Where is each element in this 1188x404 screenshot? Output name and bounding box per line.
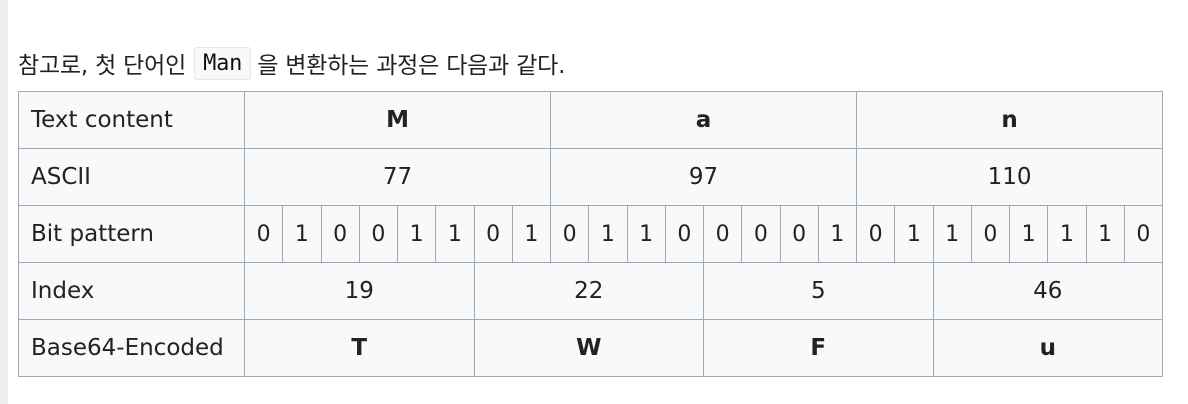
bit-cell: 0 <box>550 205 590 263</box>
bit-cell: 0 <box>358 205 399 263</box>
bit-cell: 0 <box>243 205 284 263</box>
bit-cell: 0 <box>320 205 360 263</box>
bit-cell: 0 <box>703 205 743 263</box>
bit-cell: 1 <box>817 205 858 263</box>
intro-text-after: 을 변환하는 과정은 다음과 같다. <box>257 53 566 79</box>
code-man: Man <box>194 46 252 80</box>
row-label-index: Index <box>18 262 245 320</box>
ascii-cell: 77 <box>243 148 552 206</box>
intro-sentence: 참고로, 첫 단어인 Man 을 변환하는 과정은 다음과 같다. <box>18 41 565 85</box>
index-cell: 46 <box>932 262 1164 320</box>
ascii-cell: 97 <box>550 148 858 206</box>
bit-cell: 0 <box>779 205 819 263</box>
bit-cell: 0 <box>741 205 781 263</box>
bit-cell: 1 <box>282 205 322 263</box>
row-label-base64-encoded: Base64-Encoded <box>18 319 245 377</box>
row-index: Index 19 22 5 46 <box>18 262 1164 320</box>
text-cell: M <box>243 91 552 149</box>
base64-table: Text content M a n ASCII 77 97 110 Bit p… <box>18 91 1164 377</box>
bit-cell: 1 <box>894 205 934 263</box>
bit-cell: 1 <box>435 205 475 263</box>
row-bit-pattern: Bit pattern 0 1 0 0 1 1 0 1 0 1 1 0 0 0 … <box>18 205 1164 263</box>
ascii-cell: 110 <box>856 148 1164 206</box>
row-label-ascii: ASCII <box>18 148 245 206</box>
bit-cell: 0 <box>970 205 1011 263</box>
encoded-cell: F <box>703 319 934 377</box>
encoded-cell: u <box>932 319 1164 377</box>
encoded-cell: T <box>244 319 475 377</box>
encoded-cell: W <box>473 319 705 377</box>
row-ascii: ASCII 77 97 110 <box>18 148 1164 206</box>
bit-cell: 1 <box>1047 205 1087 263</box>
bit-cell: 1 <box>396 205 437 263</box>
index-cell: 22 <box>473 262 705 320</box>
text-cell: n <box>856 91 1164 149</box>
text-cell: a <box>550 91 858 149</box>
bit-cell: 1 <box>511 205 552 263</box>
row-base64-encoded: Base64-Encoded T W F u <box>18 319 1164 377</box>
row-label-text-content: Text content <box>18 91 245 149</box>
bit-cell: 0 <box>473 205 513 263</box>
bit-cell: 1 <box>588 205 628 263</box>
bit-cell: 0 <box>1123 205 1164 263</box>
index-cell: 19 <box>244 262 475 320</box>
bit-cell: 1 <box>1085 205 1125 263</box>
row-label-bit-pattern: Bit pattern <box>18 205 245 263</box>
bit-cell: 1 <box>932 205 972 263</box>
intro-text-before: 참고로, 첫 단어인 <box>18 53 187 79</box>
bit-cell: 0 <box>856 205 896 263</box>
page-edge <box>0 0 8 404</box>
bit-cell: 1 <box>626 205 666 263</box>
bit-cell: 1 <box>1009 205 1049 263</box>
bit-cell: 0 <box>664 205 705 263</box>
index-cell: 5 <box>703 262 934 320</box>
row-text-content: Text content M a n <box>18 91 1164 149</box>
